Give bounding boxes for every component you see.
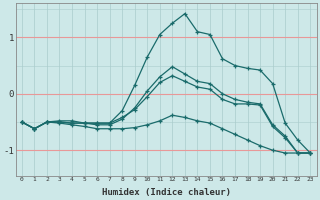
X-axis label: Humidex (Indice chaleur): Humidex (Indice chaleur) [101, 188, 231, 197]
